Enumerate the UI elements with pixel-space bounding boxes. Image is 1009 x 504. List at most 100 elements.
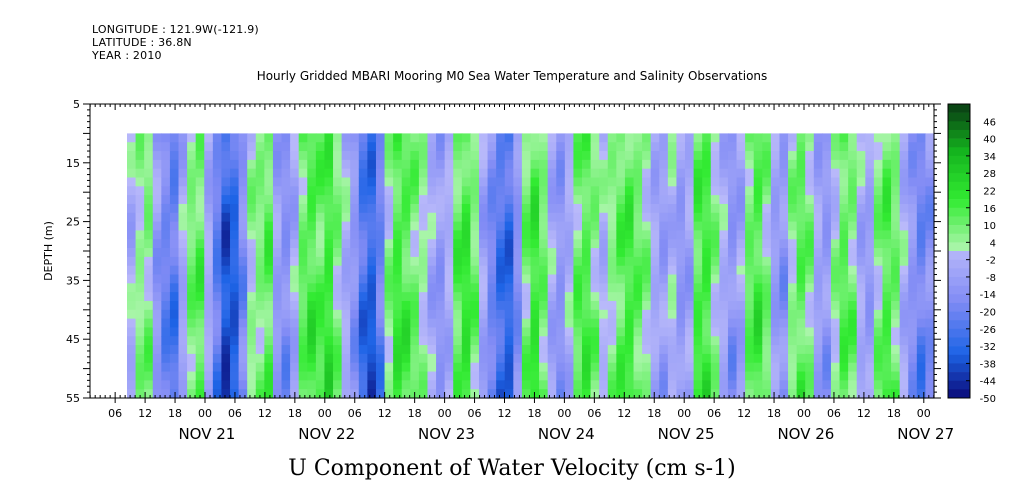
heatmap-cell <box>333 203 343 214</box>
heatmap-cell <box>152 151 162 161</box>
heatmap-cell <box>152 230 162 240</box>
heatmap-cell <box>161 212 171 223</box>
heatmap-cell <box>796 203 806 214</box>
heatmap-cell <box>350 380 360 390</box>
heatmap-cell <box>891 230 901 240</box>
heatmap-cell <box>573 336 583 346</box>
heatmap-cell <box>805 195 815 205</box>
heatmap-cell <box>161 177 171 187</box>
heatmap-cell <box>135 283 145 293</box>
heatmap-cell <box>848 177 858 187</box>
heatmap-cell <box>281 230 291 240</box>
heatmap-cell <box>384 283 394 293</box>
heatmap-cell <box>418 283 429 293</box>
heatmap-cell <box>633 186 643 196</box>
heatmap-cell <box>719 168 729 179</box>
heatmap-cell <box>418 362 429 373</box>
heatmap-cell <box>324 221 334 232</box>
heatmap-cell <box>272 159 283 170</box>
x-tick-label: 06 <box>348 407 362 420</box>
heatmap-cell <box>693 327 703 337</box>
heatmap-cell <box>341 300 351 311</box>
heatmap-cell <box>865 159 875 170</box>
heatmap-cell <box>144 380 154 390</box>
heatmap-cell <box>487 230 497 240</box>
heatmap-cell <box>461 212 472 223</box>
heatmap-cell <box>530 151 540 161</box>
heatmap-cell <box>341 133 351 143</box>
heatmap-cell <box>238 292 248 302</box>
heatmap-cell <box>135 362 145 373</box>
heatmap-cell <box>135 142 145 152</box>
heatmap-cell <box>410 239 420 249</box>
heatmap-cell <box>341 256 351 267</box>
heatmap-cell <box>290 203 300 214</box>
heatmap-cell <box>384 221 394 232</box>
heatmap-cell <box>221 380 231 390</box>
heatmap-cell <box>891 159 901 170</box>
heatmap-cell <box>281 203 291 214</box>
heatmap-cell <box>908 345 918 355</box>
heatmap-cell <box>796 362 806 373</box>
heatmap-cell <box>667 336 678 346</box>
heatmap-cell <box>255 256 265 267</box>
heatmap-cell <box>891 239 901 249</box>
heatmap-cell <box>564 151 575 161</box>
heatmap-cell <box>719 336 729 346</box>
heatmap-cell <box>693 380 703 390</box>
heatmap-cell <box>178 133 188 143</box>
colorbar-label: -32 <box>980 342 996 353</box>
heatmap-cell <box>539 362 549 373</box>
heatmap-cell <box>882 283 892 293</box>
heatmap-cell <box>221 177 231 187</box>
heatmap-cell <box>925 159 935 170</box>
heatmap-cell <box>504 256 514 267</box>
heatmap-cell <box>899 300 909 311</box>
heatmap-cell <box>590 309 600 320</box>
heatmap-cell <box>539 168 549 179</box>
heatmap-cell <box>367 300 377 311</box>
heatmap-cell <box>616 292 626 302</box>
heatmap-cell <box>350 221 360 232</box>
heatmap-cell <box>745 327 755 337</box>
heatmap-cell <box>127 186 137 196</box>
heatmap-cell <box>333 248 343 258</box>
heatmap-cell <box>839 248 849 258</box>
heatmap-cell <box>624 345 635 355</box>
heatmap-cell <box>307 212 317 223</box>
heatmap-cell <box>582 371 592 381</box>
heatmap-cell <box>401 159 411 170</box>
heatmap-cell <box>719 380 729 390</box>
heatmap-cell <box>891 221 901 232</box>
heatmap-cell <box>736 362 746 373</box>
heatmap-cell <box>642 362 652 373</box>
colorbar-swatch <box>948 276 970 286</box>
heatmap-cell <box>590 159 600 170</box>
heatmap-cell <box>753 274 763 284</box>
heatmap-cell <box>144 318 154 329</box>
heatmap-cell <box>573 195 583 205</box>
heatmap-cell <box>788 221 798 232</box>
heatmap-cell <box>590 239 600 249</box>
heatmap-cell <box>530 300 540 311</box>
heatmap-cell <box>281 248 291 258</box>
heatmap-cell <box>513 283 523 293</box>
heatmap-cell <box>144 221 154 232</box>
heatmap-cell <box>410 195 420 205</box>
heatmap-cell <box>796 318 806 329</box>
x-tick-label: 00 <box>198 407 212 420</box>
heatmap-cell <box>521 274 532 284</box>
heatmap-cell <box>925 203 935 214</box>
heatmap-cell <box>873 353 884 364</box>
heatmap-cell <box>238 230 248 240</box>
heatmap-cell <box>719 345 729 355</box>
heatmap-cell <box>727 336 738 346</box>
heatmap-cell <box>633 203 643 214</box>
heatmap-cell <box>358 336 368 346</box>
heatmap-cell <box>702 380 712 390</box>
heatmap-cell <box>436 292 446 302</box>
heatmap-cell <box>753 142 763 152</box>
heatmap-cell <box>247 318 257 329</box>
heatmap-cell <box>367 186 377 196</box>
heatmap-cell <box>659 168 669 179</box>
